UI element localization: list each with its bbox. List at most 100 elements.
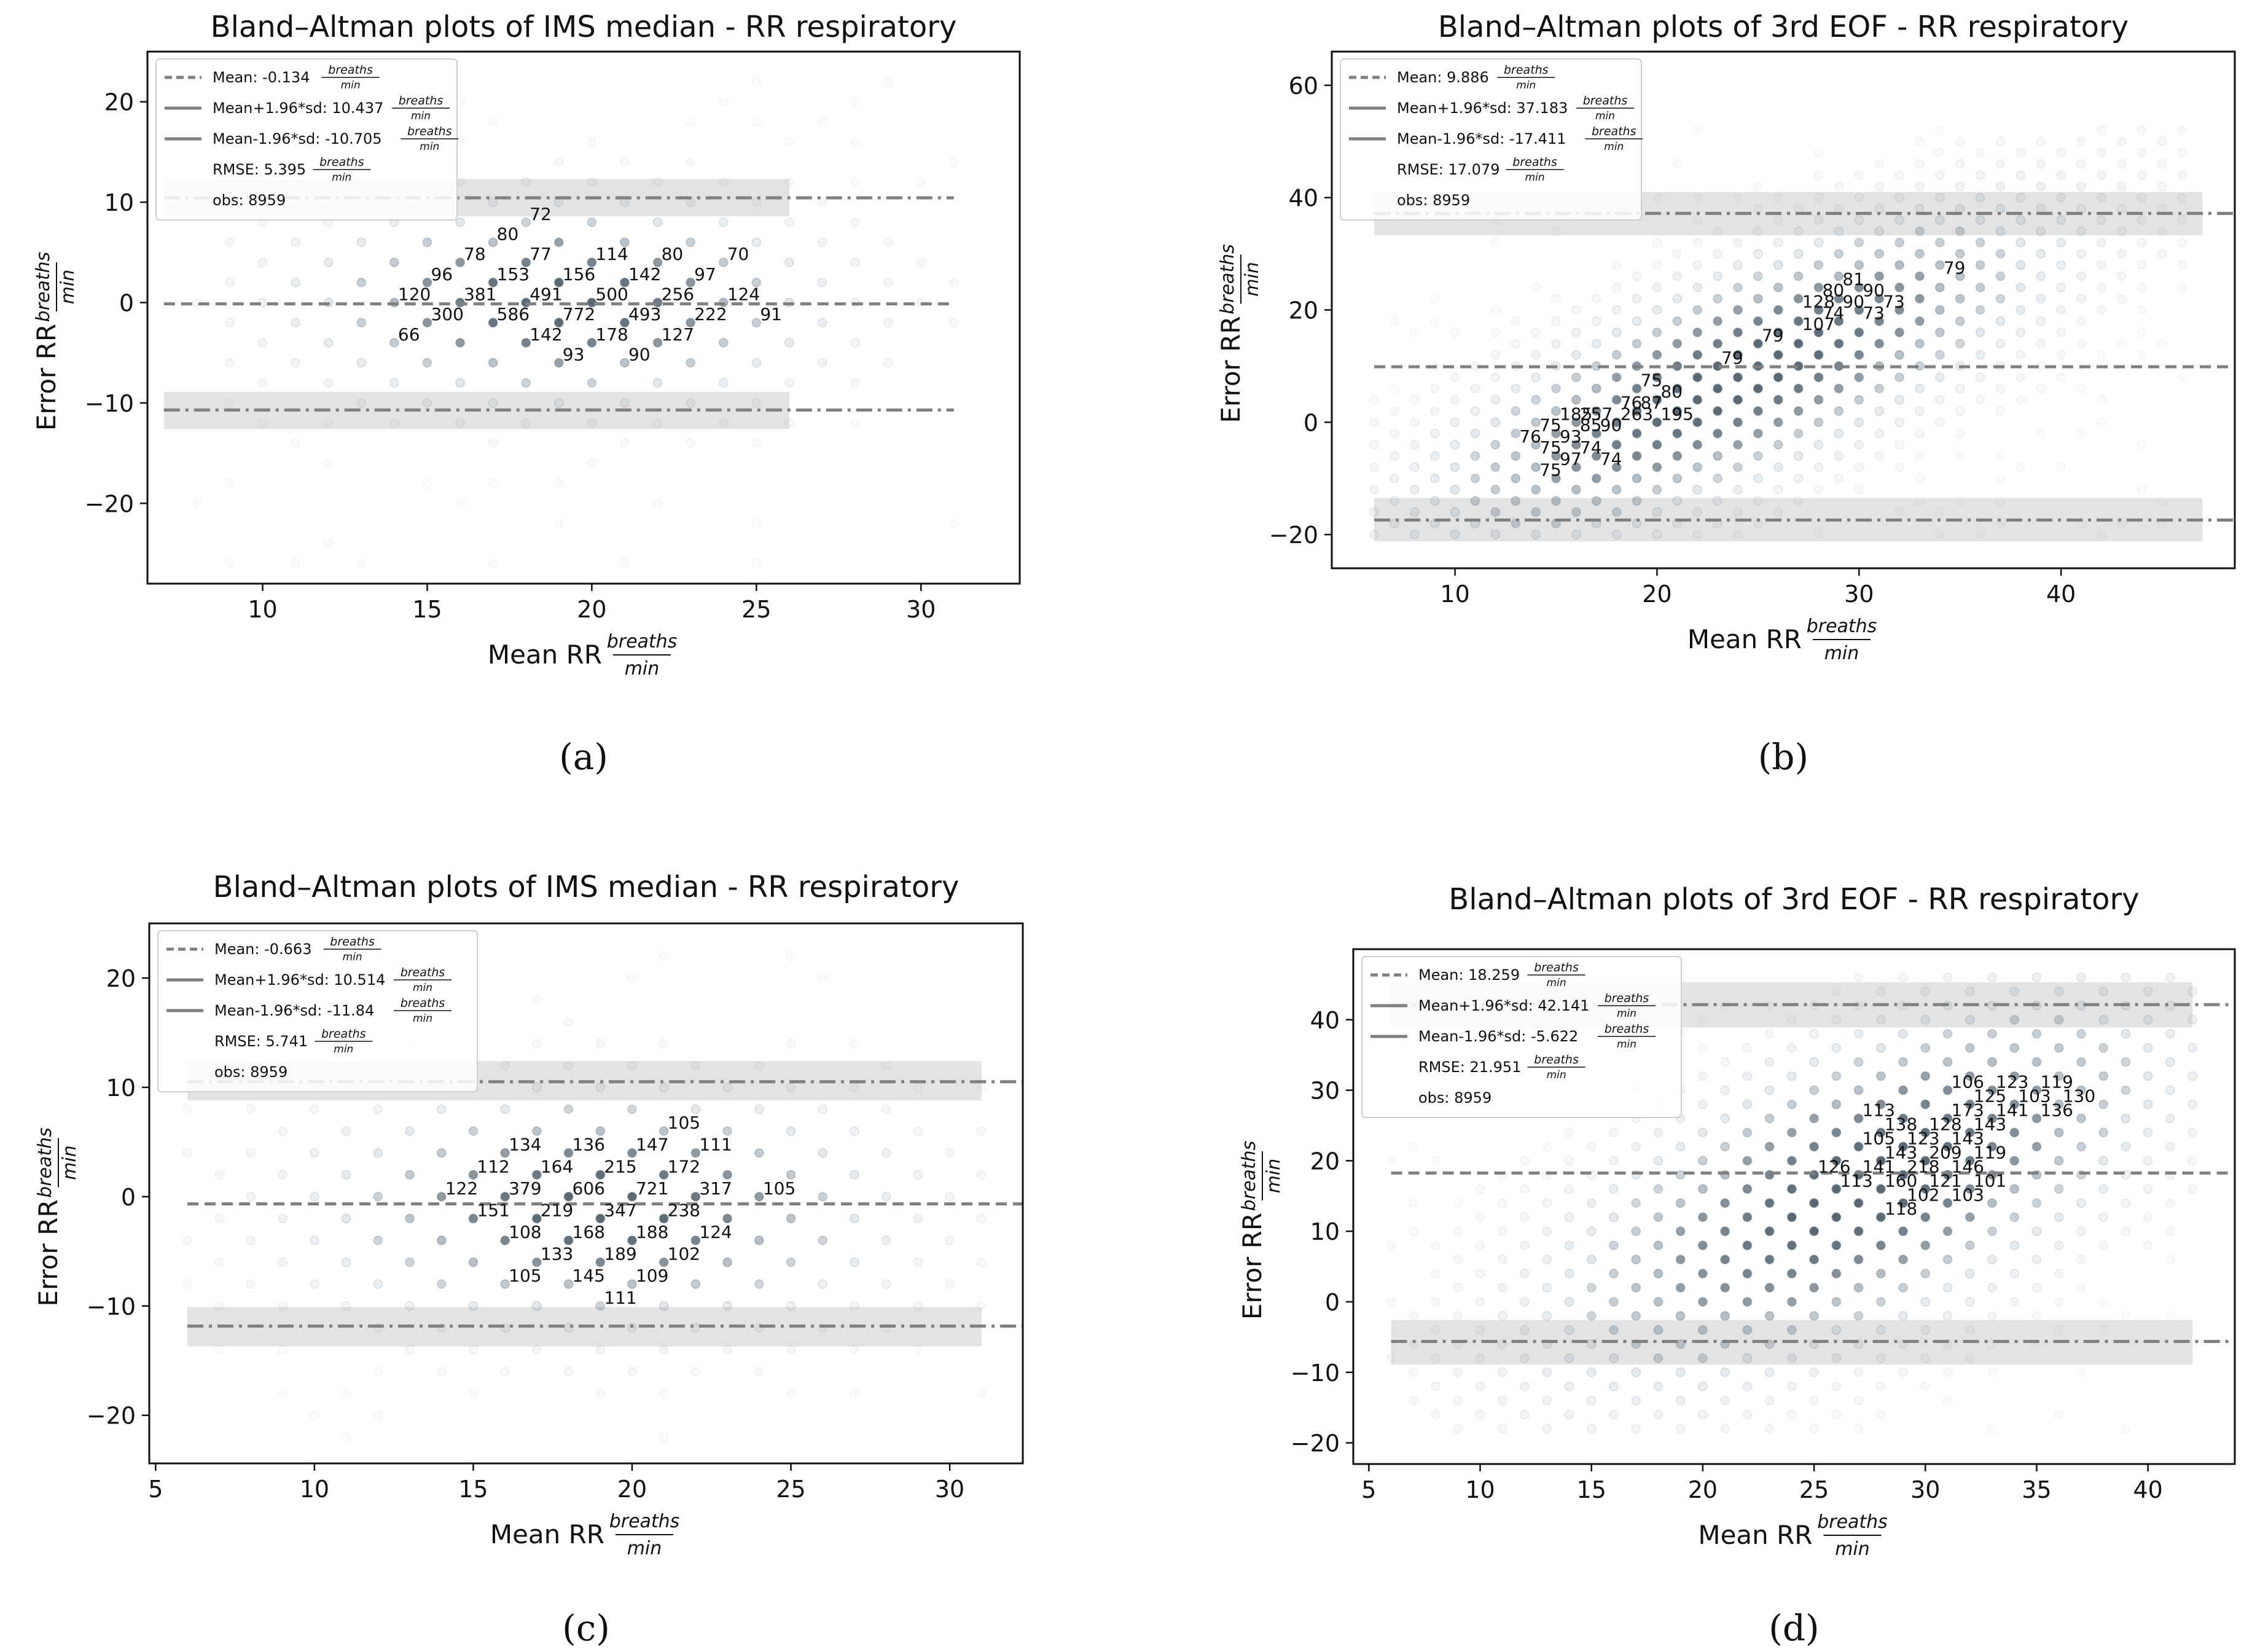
panel-a-scatter-point xyxy=(224,318,235,328)
panel-b-scatter-point xyxy=(1591,406,1601,417)
panel-d-scatter-point xyxy=(1608,1325,1619,1335)
panel-d-scatter-point xyxy=(1987,1283,1998,1293)
panel-d-scatter-point xyxy=(1653,1156,1663,1166)
panel-b-scatter-point xyxy=(1713,473,1723,483)
panel-d-scatter-point xyxy=(2054,1184,2064,1194)
panel-b-scatter-point xyxy=(1611,439,1622,450)
panel-b-scatter-point xyxy=(1773,507,1783,517)
panel-d-scatter-point xyxy=(1697,1043,1708,1053)
panel-d-scatter-point xyxy=(1653,1269,1663,1279)
panel-d-scatter-point xyxy=(1453,1310,1463,1321)
panel-d-scatter-point xyxy=(1542,1423,1552,1434)
panel-c-scatter-point xyxy=(182,1148,193,1158)
panel-b-scatter-point xyxy=(1733,237,1743,248)
panel-a-scatter-point xyxy=(422,358,432,368)
panel-d-scatter-point xyxy=(1920,1212,1931,1223)
panel-a-scatter-point xyxy=(784,257,794,268)
panel-b-scatter-point xyxy=(1713,383,1723,394)
panel-d-scatter-point xyxy=(1831,1296,1842,1307)
panel-b-scatter-point xyxy=(1995,294,2006,304)
panel-b-scatter-point xyxy=(1672,428,1683,439)
panel-d-scatter-point xyxy=(1853,1113,1864,1124)
panel-d-scatter-point xyxy=(2098,1071,2109,1081)
panel-b-scatter-point xyxy=(1733,462,1743,472)
panel-d-scatter-point xyxy=(1697,1381,1708,1392)
panel-b-scatter-point xyxy=(1773,439,1783,450)
panel-b-scatter-point xyxy=(1531,439,1541,450)
panel-b-scatter-point xyxy=(1874,428,1885,439)
panel-a-scatter-point xyxy=(389,378,399,388)
panel-a-count-label: 72 xyxy=(530,204,552,224)
panel-c-scatter-point xyxy=(214,1213,224,1224)
panel-d-scatter-point xyxy=(1542,1198,1552,1208)
panel-b-scatter-point xyxy=(2116,203,2127,214)
panel-b-scatter-point xyxy=(2136,305,2147,315)
panel-a-scatter-point xyxy=(553,277,564,288)
panel-b-scatter-point xyxy=(1652,327,1662,338)
panel-d-scatter-point xyxy=(1653,1353,1663,1363)
panel-a-x-tick-label: 25 xyxy=(741,596,771,623)
panel-a-scatter-point xyxy=(488,438,498,448)
panel-d-scatter-point xyxy=(1786,1381,1797,1392)
panel-d-scatter-point xyxy=(2165,1085,2175,1095)
panel-b-scatter-point xyxy=(1813,394,1824,405)
panel-d-scatter-point xyxy=(1786,1043,1797,1053)
panel-d-scatter-point xyxy=(1898,972,1909,982)
panel-c-scatter-point xyxy=(786,1126,796,1137)
panel-d-scatter-point xyxy=(1720,1423,1730,1434)
panel-b-scatter-point xyxy=(1834,294,1844,304)
panel-c-scatter-point xyxy=(595,1257,606,1267)
panel-b-scatter-point xyxy=(1652,485,1662,495)
panel-b-scatter-point xyxy=(1531,417,1541,428)
panel-c-scatter-point xyxy=(563,1279,574,1290)
panel-c-scatter-point xyxy=(500,1366,510,1377)
panel-d-scatter-point xyxy=(1920,1353,1931,1363)
panel-c-scatter-point xyxy=(531,1082,542,1092)
panel-c-count-label: 379 xyxy=(509,1178,541,1199)
panel-b-scatter-point xyxy=(1934,260,1945,270)
panel-c-scatter-point xyxy=(913,1213,923,1224)
panel-b-scatter-point xyxy=(1470,383,1480,394)
panel-d-scatter-point xyxy=(1453,1367,1463,1377)
panel-b-count-label: 75 xyxy=(1539,415,1562,436)
panel-d-scatter-point xyxy=(1987,1057,1998,1067)
panel-a-scatter-point xyxy=(883,77,893,87)
panel-c-count-label: 606 xyxy=(573,1178,605,1199)
panel-b-y-unit-denominator: min xyxy=(1241,262,1263,297)
panel-b-scatter-point xyxy=(1813,462,1824,472)
panel-c-scatter-point xyxy=(627,1279,637,1290)
panel-a-scatter-point xyxy=(587,418,597,428)
panel-d-scatter-point xyxy=(2121,1310,2131,1321)
panel-b-scatter-point xyxy=(1854,394,1864,405)
panel-b-legend-upper-text: Mean+1.96*sd: 37.183 xyxy=(1397,100,1568,117)
panel-d-scatter-point xyxy=(1942,1395,1953,1406)
panel-d-scatter-point xyxy=(1920,1381,1931,1392)
panel-b-scatter-point xyxy=(1551,294,1562,304)
panel-d-scatter-point xyxy=(2165,972,2175,982)
panel-a-y-axis-label-group: Error RR breaths min xyxy=(31,252,79,431)
panel-c-x-unit-numerator: breaths xyxy=(609,1511,680,1532)
panel-d-scatter-point xyxy=(1453,1395,1463,1406)
panel-d-scatter-point xyxy=(2187,1071,2198,1081)
panel-b-scatter-point xyxy=(1813,237,1824,248)
panel-b-scatter-point xyxy=(2136,327,2147,338)
panel-a-scatter-point xyxy=(784,418,794,428)
panel-d-scatter-point xyxy=(1742,1296,1753,1307)
panel-a-legend-lower-text: Mean-1.96*sd: -10.705 xyxy=(213,130,382,147)
panel-b-scatter-point xyxy=(1511,339,1521,349)
panel-a-scatter-point xyxy=(257,337,268,348)
panel-c-scatter-point xyxy=(182,1235,193,1246)
panel-c-scatter-point xyxy=(627,973,637,983)
panel-c-scatter-point xyxy=(786,1344,796,1355)
panel-d-scatter-point xyxy=(2121,1057,2131,1067)
panel-d-scatter-point xyxy=(2076,1367,2086,1377)
panel-b-scatter-point xyxy=(1611,417,1622,428)
panel-c-scatter-point xyxy=(595,1213,606,1224)
panel-d-scatter-point xyxy=(1831,1043,1842,1053)
panel-d-count-label: 173 xyxy=(1952,1100,1984,1121)
panel-a-scatter-point xyxy=(751,397,762,408)
panel-a-scatter-point xyxy=(619,157,630,167)
panel-b-scatter-point xyxy=(1975,192,1985,203)
panel-c-legend-rmse-text: RMSE: 5.741 xyxy=(214,1033,308,1050)
panel-a-scatter-point xyxy=(257,378,268,388)
